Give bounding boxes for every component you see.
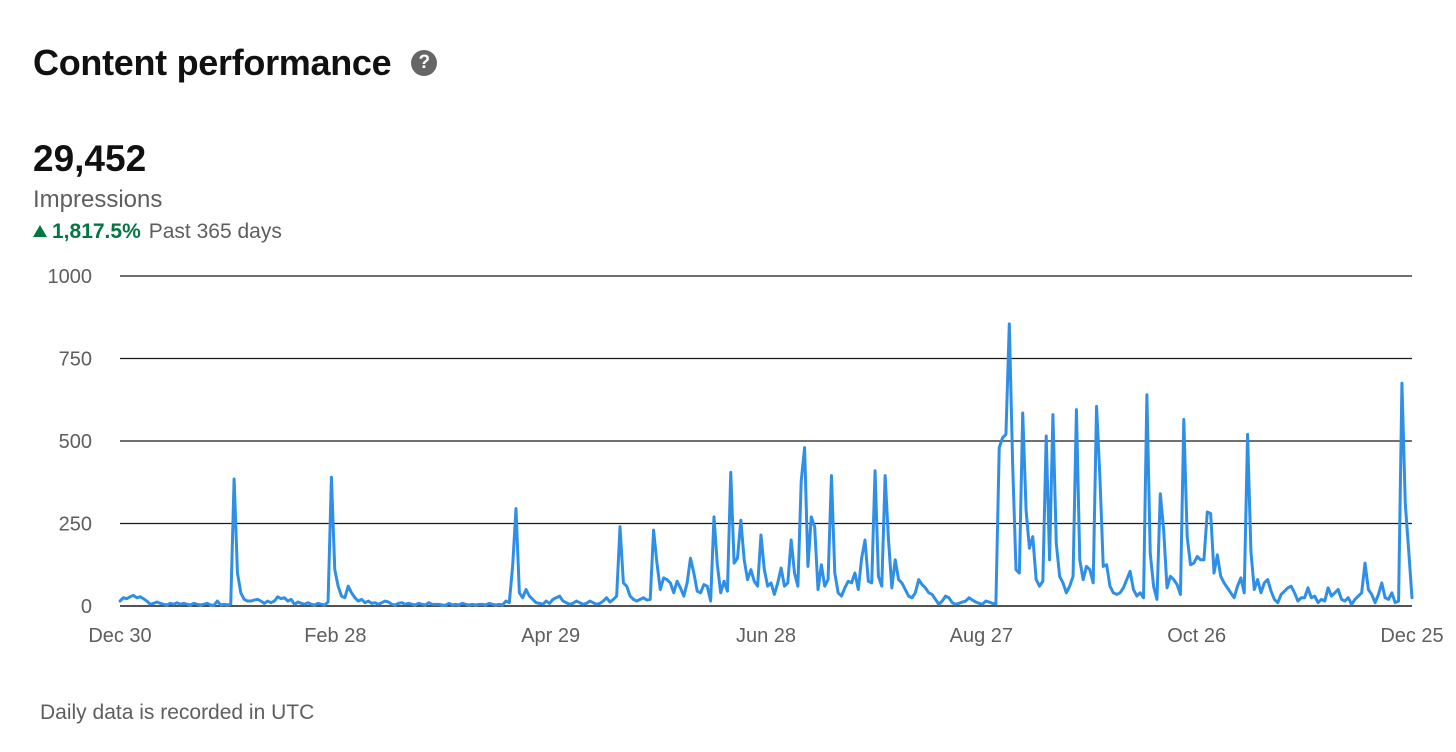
- page-title: Content performance: [33, 42, 392, 83]
- question-circle-icon[interactable]: ?: [411, 50, 438, 76]
- series-line-impressions: [118, 322, 1414, 607]
- impressions-line-chart: 0 250 500 750 1000 Dec 30 Feb 28 Apr 29 Jun 28 A…: [48, 266, 1444, 647]
- x-tick-label: Feb 28: [304, 625, 366, 647]
- x-tick-label: Dec 25: [1380, 625, 1443, 647]
- y-tick-label: 500: [59, 431, 92, 453]
- footnote: Daily data is recorded in UTC: [40, 701, 315, 724]
- x-tick-label: Dec 30: [88, 625, 151, 647]
- x-tick-label: Jun 28: [736, 625, 796, 647]
- chart-series: [118, 322, 1414, 607]
- arrow-up-icon: [33, 225, 47, 237]
- change-summary: 1,817.5% Past 365 days: [33, 220, 282, 244]
- page-header: Content performance ?: [33, 42, 438, 84]
- y-tick-label: 750: [59, 349, 92, 371]
- x-tick-label: Apr 29: [521, 625, 580, 647]
- x-tick-label: Aug 27: [950, 625, 1013, 647]
- change-percent: 1,817.5%: [52, 220, 141, 243]
- chart-gridlines: [120, 275, 1412, 607]
- y-tick-label: 1000: [48, 266, 93, 288]
- impressions-total: 29,452: [33, 138, 147, 179]
- change-period: Past 365 days: [148, 220, 282, 243]
- y-tick-label: 250: [59, 514, 92, 536]
- x-axis-ticks: Dec 30 Feb 28 Apr 29 Jun 28 Aug 27 Oct 26 Dec …: [88, 625, 1443, 647]
- metric-label: Impressions: [33, 186, 163, 213]
- x-tick-label: Oct 26: [1167, 625, 1226, 647]
- y-axis-ticks: 0 250 500 750 1000: [48, 266, 93, 618]
- y-tick-label: 0: [81, 596, 92, 618]
